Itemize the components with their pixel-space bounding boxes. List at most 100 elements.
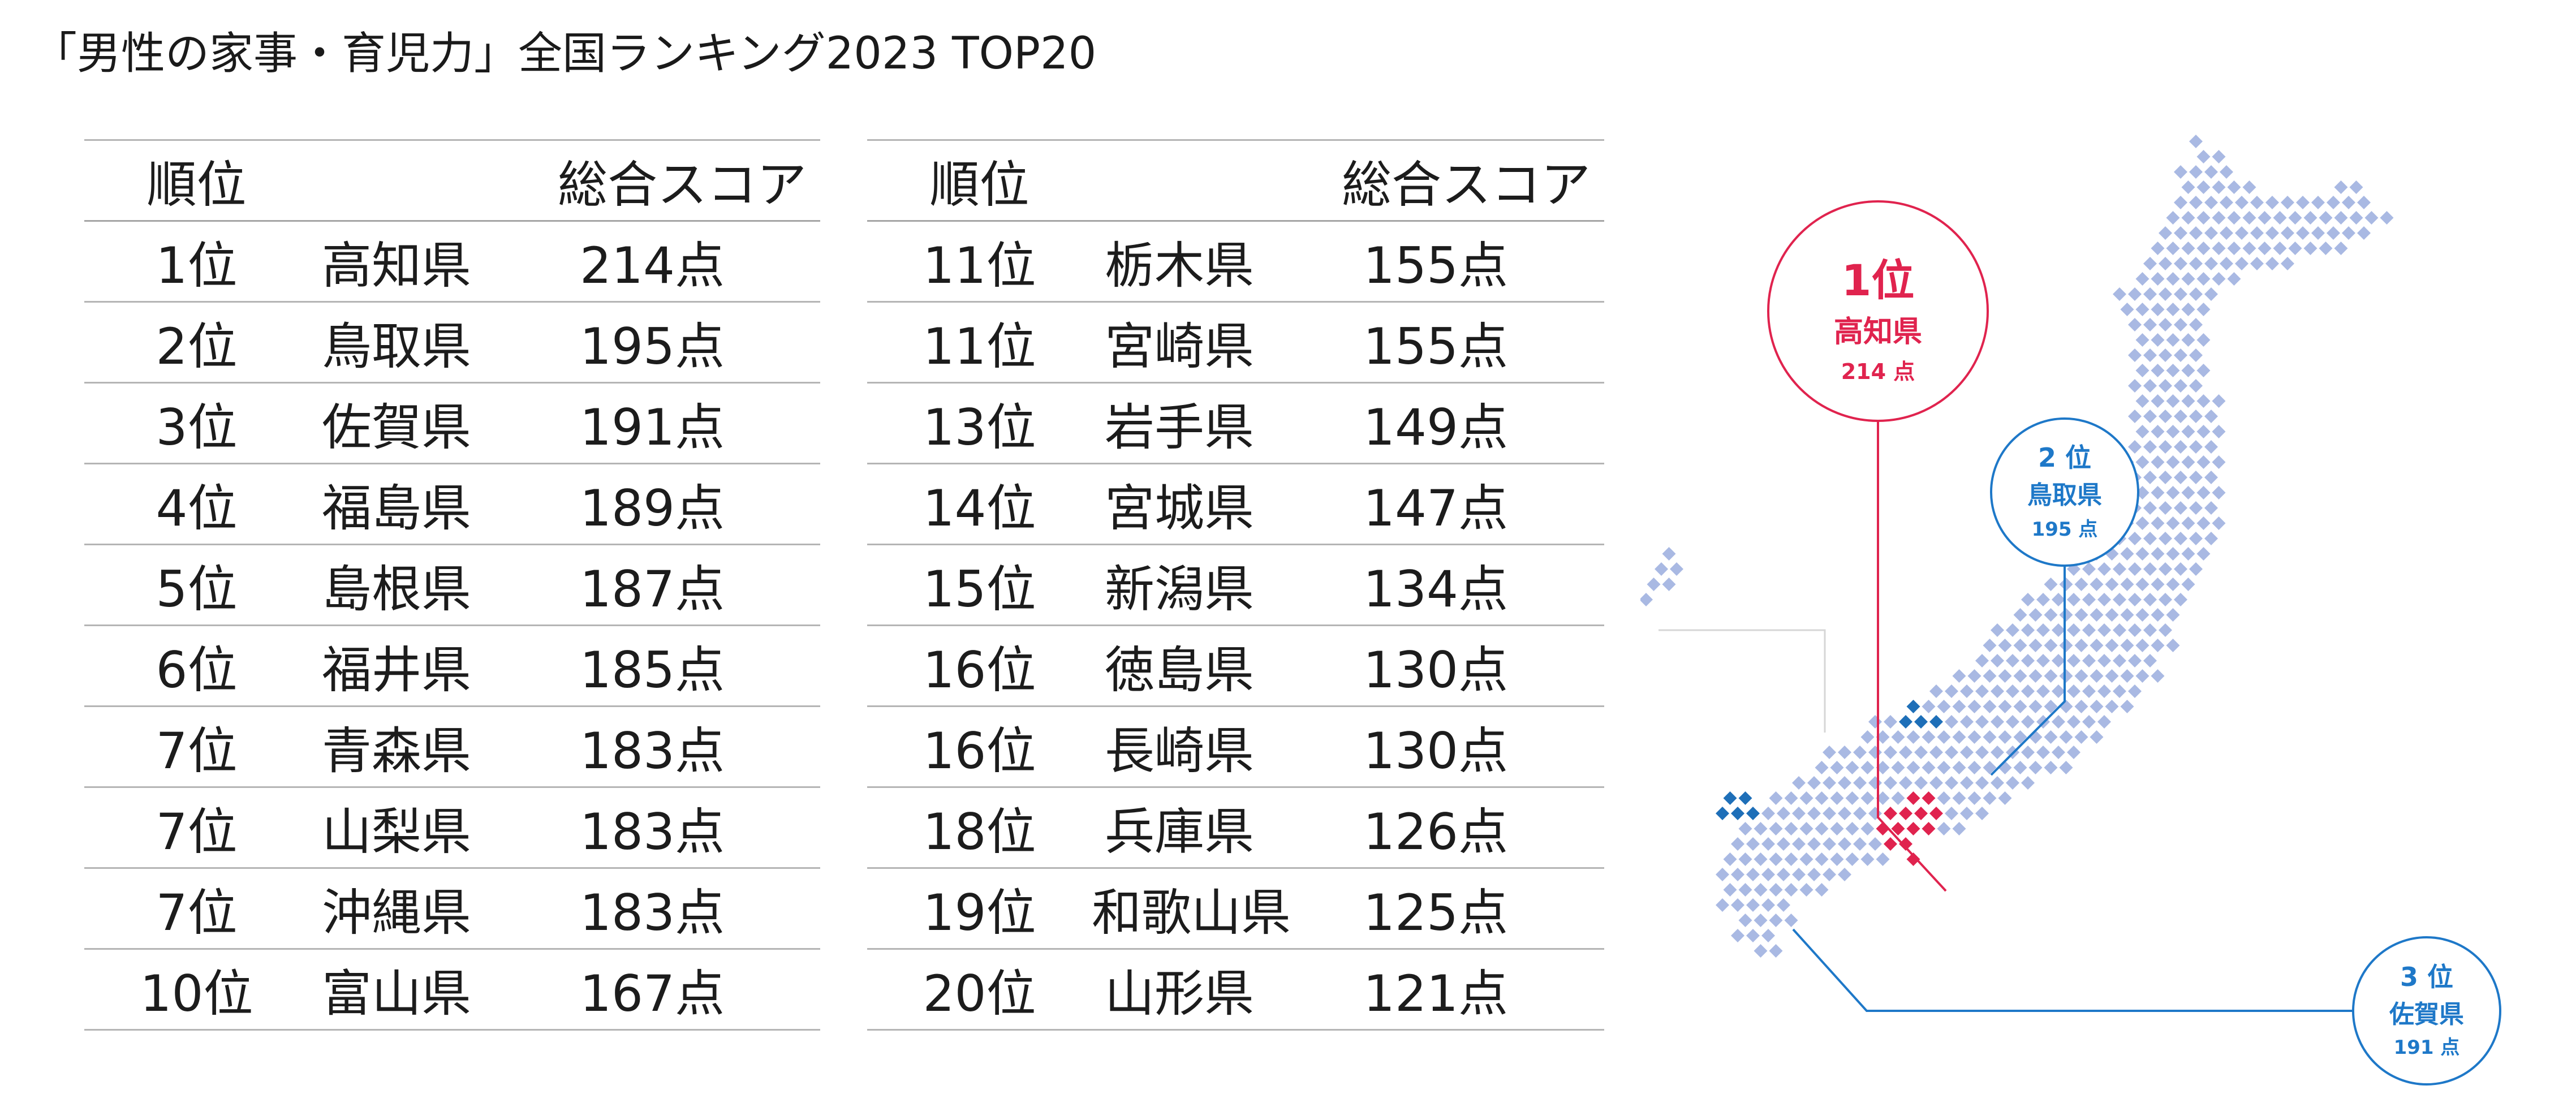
map-dot — [2174, 257, 2187, 270]
map-dot — [2128, 348, 2142, 362]
map-dot — [2204, 165, 2218, 179]
map-dot — [2189, 410, 2203, 423]
prefecture-cell: 新潟県 — [1092, 544, 1267, 626]
map-dot — [2189, 532, 2203, 545]
map-dot — [2181, 547, 2195, 561]
score-cell: 130点 — [1267, 706, 1604, 788]
map-dot — [1738, 791, 1752, 805]
map-dot — [1784, 852, 1798, 866]
map-dot — [1815, 761, 1829, 774]
prefecture-cell: 沖縄県 — [309, 868, 484, 950]
map-dot — [2380, 211, 2394, 225]
map-dot — [2128, 532, 2142, 545]
map-dot — [1876, 761, 1890, 774]
map-dot — [2028, 700, 2043, 713]
map-dot — [1914, 776, 1928, 790]
map-dot — [2135, 364, 2149, 377]
map-dot — [2135, 425, 2149, 438]
map-dot — [2013, 700, 2027, 713]
map-dot — [2105, 669, 2119, 683]
header-score: 総合スコア — [484, 139, 820, 222]
map-dot — [1998, 761, 2012, 774]
map-dot — [2082, 715, 2096, 729]
map-dot — [2036, 746, 2050, 759]
page-title: 「男性の家事・育児力」全国ランキング2023 TOP20 — [33, 28, 1097, 79]
map-dot — [2128, 654, 2142, 667]
table-row: 2位 鳥取県 195点 — [84, 301, 820, 384]
map-dot — [1929, 776, 1943, 790]
rank-cell: 11位 — [867, 221, 1092, 303]
map-dot — [2097, 654, 2111, 667]
map-dot — [1838, 837, 1851, 851]
rank-cell: 3位 — [84, 382, 309, 464]
map-dot — [1952, 669, 1966, 683]
map-dot — [2281, 257, 2294, 270]
map-dot — [2258, 211, 2272, 225]
map-dot — [2074, 608, 2088, 622]
map-dot — [1906, 730, 1920, 744]
map-dot — [2281, 226, 2294, 240]
map-dot — [2151, 486, 2165, 499]
map-dot — [2013, 730, 2027, 744]
map-dot — [1777, 898, 1790, 912]
callout-rank-2: 2 位 鳥取県 195 点 — [1990, 417, 2139, 567]
map-dot — [2128, 318, 2142, 331]
prefecture-cell: 栃木県 — [1092, 221, 1267, 303]
map-dot — [2212, 150, 2226, 163]
map-dot — [1891, 791, 1905, 805]
map-dot — [2166, 516, 2180, 530]
map-dot — [1662, 578, 1676, 591]
map-dot — [1899, 776, 1912, 790]
map-dot — [2105, 700, 2119, 713]
map-dot — [2166, 486, 2180, 499]
map-dot — [2067, 654, 2080, 667]
map-dot — [1998, 730, 2012, 744]
table-row: 7位 青森県 183点 — [84, 706, 820, 788]
callout-rank-1: 1位 高知県 214 点 — [1767, 200, 1989, 422]
map-dot — [1906, 852, 1920, 866]
map-dot — [1967, 791, 1981, 805]
map-dot — [1860, 822, 1875, 835]
map-dot — [2028, 639, 2043, 652]
map-dot — [1838, 776, 1851, 790]
map-dot — [1952, 791, 1966, 805]
map-dot — [1891, 822, 1905, 835]
map-dot — [2181, 364, 2195, 377]
map-dot — [2181, 516, 2195, 530]
map-dot — [2159, 623, 2172, 637]
map-dot — [2135, 333, 2149, 347]
map-dot — [2196, 242, 2211, 255]
rank-cell: 4位 — [84, 463, 309, 545]
map-dot — [2013, 669, 2027, 683]
map-dot — [2159, 471, 2172, 484]
map-dot — [2258, 242, 2272, 255]
map-dot — [2067, 684, 2080, 698]
map-dot — [2212, 394, 2226, 408]
map-dot — [2227, 211, 2241, 225]
prefecture-cell: 宮城県 — [1092, 463, 1267, 545]
map-dot — [2090, 608, 2104, 622]
map-dot — [2044, 669, 2058, 683]
map-dot — [2212, 425, 2226, 438]
map-dot — [1754, 883, 1768, 897]
table-row: 15位 新潟県 134点 — [867, 544, 1604, 626]
map-dot — [2059, 578, 2073, 591]
map-dot — [1899, 837, 1912, 851]
map-dot — [1868, 746, 1882, 759]
map-dot — [2212, 211, 2226, 225]
map-dot — [1738, 914, 1752, 927]
map-dot — [2250, 196, 2264, 209]
map-dot — [1983, 700, 1997, 713]
table-row: 11位 宮崎県 155点 — [867, 301, 1604, 384]
map-dot — [2174, 501, 2187, 515]
score-cell: 167点 — [484, 949, 820, 1031]
table-row: 5位 島根県 187点 — [84, 544, 820, 626]
map-dot — [2327, 196, 2340, 209]
map-dot — [1815, 883, 1829, 897]
rank-cell: 19位 — [867, 868, 1092, 950]
map-dot — [1906, 700, 1920, 713]
map-dot — [1777, 807, 1790, 820]
map-dot — [2212, 180, 2226, 194]
prefecture-cell: 兵庫県 — [1092, 787, 1267, 869]
map-dot — [2196, 394, 2211, 408]
